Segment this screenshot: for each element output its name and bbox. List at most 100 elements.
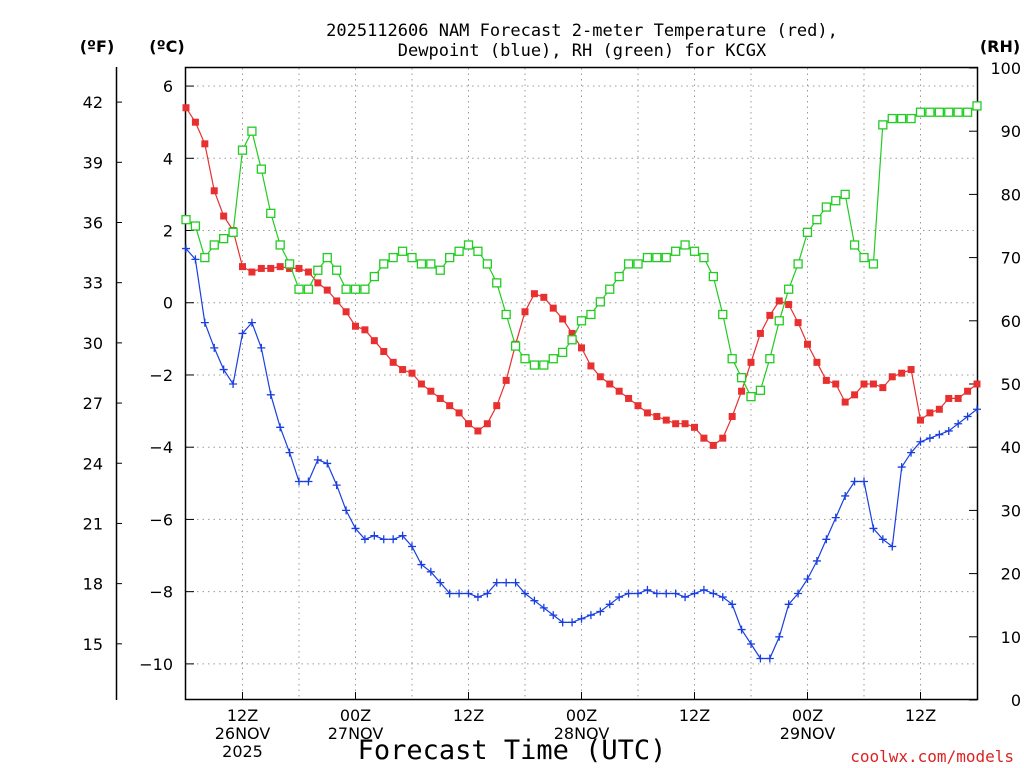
dewpoint-point [323,459,332,468]
rh-point [200,252,210,263]
rh-tick-label: 70 [1001,249,1021,268]
temperature-point [813,358,821,366]
temperature-point [455,409,463,417]
rh-point [181,215,191,225]
dewpoint-point [831,513,840,522]
x-tick-label: 27NOV [328,724,384,743]
temperature-point [427,387,435,395]
rh-point [539,360,549,370]
dewpoint-point [577,614,586,623]
dewpoint-point [681,593,690,602]
dewpoint-point [238,329,247,338]
dewpoint-point [850,477,859,486]
rh-point [397,246,408,256]
rh-point [925,107,935,117]
temperature-point [267,264,275,272]
temperature-point [304,268,312,276]
dewpoint-point [247,318,256,327]
temperature-point [766,311,774,319]
dewpoint-point [935,430,944,439]
dewpoint-point [436,578,445,587]
celsius-tick-label: −2 [149,366,173,385]
rh-point [586,309,596,320]
rh-point [360,284,370,294]
rh-point [454,246,464,256]
temperature-point [756,329,764,337]
rh-point [416,259,427,269]
temperature-point [662,416,670,424]
rh-point [303,284,314,294]
chart-title-line2: Dewpoint (blue), RH (green) for KCGX [398,41,767,61]
chart-title-line1: 2025112606 NAM Forecast 2-meter Temperat… [326,21,838,41]
temperature-point [182,104,190,112]
rh-point [727,354,737,364]
dewpoint-point [398,531,407,540]
temperature-point [239,263,246,271]
x-tick-label: 00Z [340,706,371,725]
series-1 [182,244,981,663]
temperature-point [832,380,840,388]
rh-unit-label: (RH) [980,37,1020,56]
temperature-point [257,264,265,272]
rh-point [746,391,756,402]
rh-point [576,316,587,326]
temperature-point [700,434,708,442]
x-tick-label: 26NOV [215,724,271,743]
dewpoint-point [803,575,812,584]
dewpoint-point [351,524,360,533]
celsius-tick-label: −4 [149,438,173,457]
rh-point [652,252,662,263]
celsius-unit-label: (ºC) [149,37,184,56]
temperature-point [389,358,397,366]
temperature-point [474,427,482,435]
rh-point [322,252,332,263]
dewpoint-point [332,481,341,490]
x-tick-label: 28NOV [554,724,610,743]
dewpoint-point [266,390,275,399]
dewpoint-point [558,618,567,627]
fahrenheit-tick-label: 21 [83,514,103,533]
series-layer [181,101,982,663]
dewpoint-point [634,589,642,598]
temperature-point [973,380,981,388]
temperature-point [625,394,633,402]
temperature-point [719,434,727,442]
rh-point [473,246,483,256]
temperature-point [587,362,595,370]
temperature-point [399,366,407,374]
dewpoint-point [370,531,379,540]
dewpoint-point [295,477,303,486]
dewpoint-point [313,455,322,464]
temperature-point [201,140,209,148]
dewpoint-point [916,437,925,446]
dewpoint-point [191,255,200,264]
rh-point [915,107,926,117]
x-tick-label: 2025 [222,742,263,761]
dewpoint-point [182,244,190,253]
rh-point [595,297,605,307]
fahrenheit-tick-label: 30 [83,334,103,353]
temperature-point [314,279,322,287]
dewpoint-point [605,600,614,609]
fahrenheit-tick-label: 36 [83,213,103,232]
rh-point [689,246,700,256]
temperature-point [926,409,934,417]
dewpoint-point [464,589,473,598]
temperature-point [493,402,501,410]
temperature-point [935,405,943,413]
celsius-tick-label: 2 [163,222,173,241]
rh-tick-label: 40 [1001,438,1021,457]
temperature-point [342,308,350,316]
fahrenheit-tick-label: 39 [83,153,103,172]
rh-point [906,113,916,124]
dewpoint-point [747,640,755,649]
rh-point [821,202,831,212]
dewpoint-point [822,535,831,544]
temperature-point [191,118,199,126]
temperature-point [728,413,736,421]
dewpoint-point [219,365,228,374]
temperature-point [869,380,877,388]
dewpoint-point [897,463,906,472]
credit-link[interactable]: coolwx.com/models [850,747,1014,766]
